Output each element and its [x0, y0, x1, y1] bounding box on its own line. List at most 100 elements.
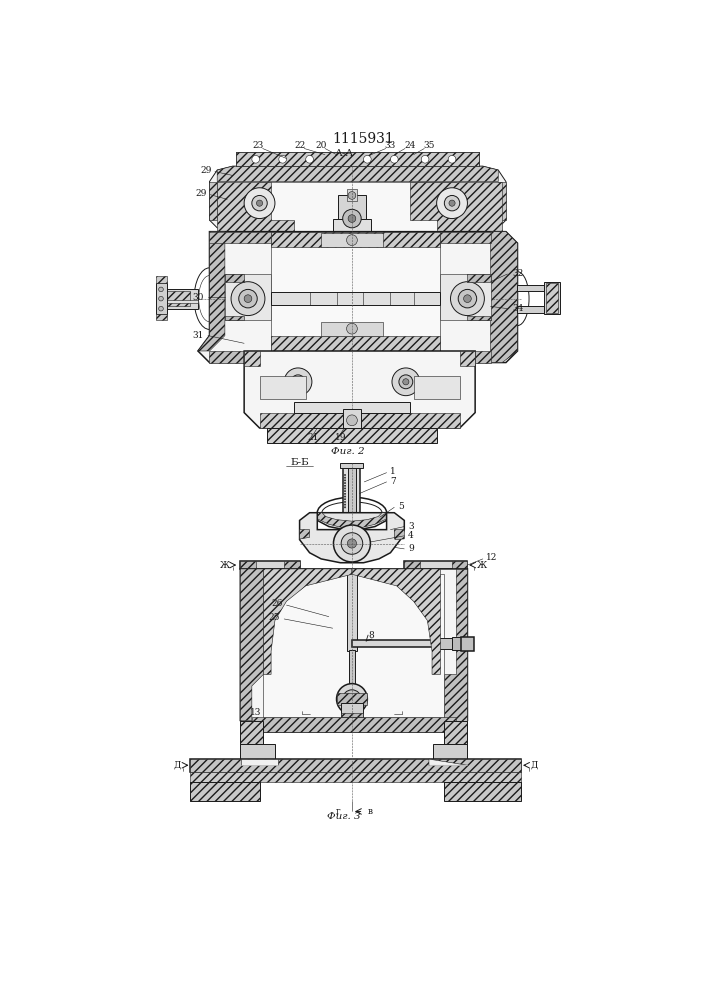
Circle shape — [344, 490, 346, 492]
Polygon shape — [467, 274, 491, 282]
Text: 24: 24 — [404, 141, 416, 150]
Circle shape — [239, 289, 257, 308]
Circle shape — [403, 379, 409, 385]
Text: А-А: А-А — [334, 149, 354, 158]
Circle shape — [347, 539, 356, 548]
Polygon shape — [240, 561, 300, 569]
Polygon shape — [225, 316, 244, 320]
Circle shape — [344, 485, 346, 487]
Text: Фиг. 3: Фиг. 3 — [327, 812, 361, 821]
Polygon shape — [241, 759, 278, 765]
Polygon shape — [217, 166, 498, 182]
Text: 5: 5 — [398, 502, 404, 511]
Text: г: г — [336, 807, 340, 816]
Polygon shape — [236, 152, 479, 166]
Circle shape — [344, 482, 346, 484]
Polygon shape — [209, 166, 506, 232]
Polygon shape — [440, 274, 491, 320]
Polygon shape — [300, 530, 310, 540]
Circle shape — [348, 192, 356, 199]
Text: Д: Д — [174, 761, 181, 770]
Text: 32: 32 — [512, 269, 523, 278]
Text: 26: 26 — [271, 599, 283, 608]
Polygon shape — [352, 569, 440, 674]
Bar — [321, 233, 382, 247]
Polygon shape — [259, 413, 460, 428]
Polygon shape — [163, 291, 190, 306]
Bar — [333, 219, 371, 235]
Bar — [321, 322, 382, 336]
Polygon shape — [244, 351, 475, 428]
Circle shape — [448, 155, 456, 163]
Polygon shape — [225, 274, 271, 320]
Circle shape — [344, 507, 346, 508]
Polygon shape — [518, 285, 544, 291]
Polygon shape — [252, 717, 456, 732]
Circle shape — [344, 493, 346, 495]
Circle shape — [343, 209, 361, 228]
Polygon shape — [264, 569, 352, 674]
Text: 25: 25 — [269, 613, 281, 622]
Circle shape — [346, 415, 357, 426]
Polygon shape — [167, 300, 198, 303]
Text: 3: 3 — [408, 522, 414, 531]
Polygon shape — [404, 561, 467, 569]
Circle shape — [344, 480, 346, 481]
Circle shape — [334, 525, 370, 562]
Circle shape — [444, 195, 460, 211]
Text: 20: 20 — [315, 141, 327, 150]
Polygon shape — [491, 232, 518, 363]
Polygon shape — [225, 274, 244, 282]
Bar — [343, 409, 361, 428]
Bar — [349, 650, 355, 690]
Circle shape — [392, 368, 420, 396]
Polygon shape — [518, 306, 544, 312]
Polygon shape — [544, 282, 560, 314]
Bar — [264, 574, 444, 717]
Polygon shape — [409, 182, 502, 232]
Bar — [346, 569, 357, 651]
Polygon shape — [190, 759, 521, 772]
Circle shape — [344, 504, 346, 505]
Text: 9: 9 — [408, 544, 414, 553]
Bar — [338, 195, 366, 219]
Polygon shape — [198, 232, 518, 363]
Text: 21: 21 — [308, 433, 319, 442]
Polygon shape — [217, 182, 294, 232]
Polygon shape — [498, 182, 506, 220]
Polygon shape — [240, 721, 264, 744]
Circle shape — [305, 155, 313, 163]
Bar — [340, 463, 363, 468]
Circle shape — [341, 533, 363, 554]
Text: Фиг. 2: Фиг. 2 — [332, 447, 365, 456]
Circle shape — [346, 323, 357, 334]
Text: 13: 13 — [250, 708, 262, 717]
Polygon shape — [341, 713, 363, 717]
Polygon shape — [460, 351, 475, 366]
Text: Ж: Ж — [477, 561, 487, 570]
Circle shape — [337, 684, 368, 714]
Polygon shape — [300, 513, 404, 563]
Polygon shape — [452, 561, 467, 569]
Circle shape — [158, 306, 163, 311]
Bar — [271, 232, 440, 351]
Text: 19: 19 — [334, 433, 346, 442]
Circle shape — [252, 155, 259, 163]
Circle shape — [257, 200, 262, 206]
Bar — [259, 182, 456, 232]
Polygon shape — [190, 782, 259, 801]
Polygon shape — [444, 721, 467, 744]
Circle shape — [343, 690, 361, 708]
Circle shape — [346, 235, 357, 246]
Text: Д: Д — [530, 761, 538, 770]
Bar — [259, 376, 305, 399]
Polygon shape — [467, 316, 491, 320]
Polygon shape — [240, 569, 467, 732]
Polygon shape — [240, 561, 256, 569]
Text: 35: 35 — [423, 141, 435, 150]
Polygon shape — [433, 744, 467, 759]
Circle shape — [344, 488, 346, 489]
Circle shape — [348, 215, 356, 222]
Circle shape — [437, 188, 467, 219]
Bar — [344, 466, 361, 513]
